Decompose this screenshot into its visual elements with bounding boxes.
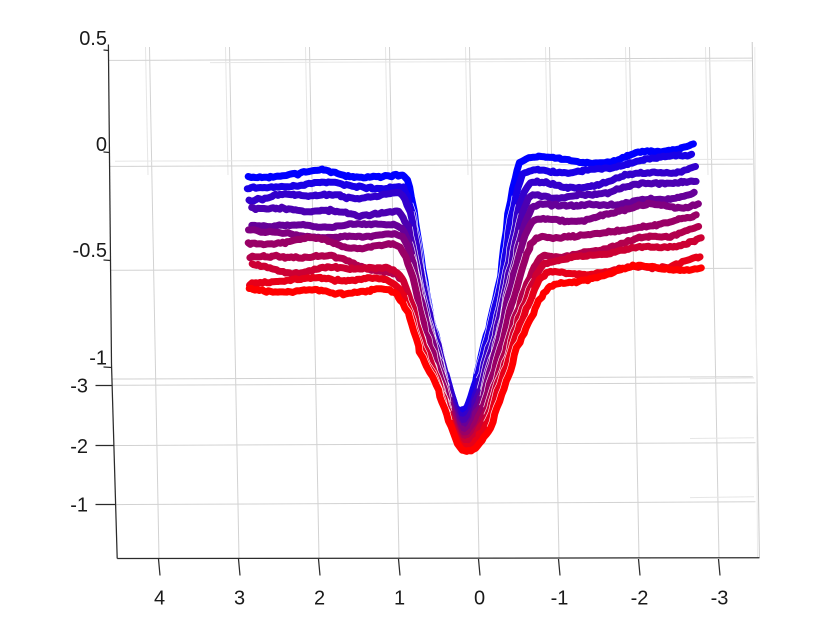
svg-text:-1: -1 [551,588,569,610]
svg-text:-1: -1 [89,348,107,370]
svg-text:2: 2 [314,588,325,610]
svg-text:0: 0 [474,588,485,610]
svg-text:-2: -2 [70,436,88,458]
svg-text:-0.5: -0.5 [73,240,107,262]
svg-text:-2: -2 [631,588,649,610]
svg-text:-1: -1 [70,495,88,517]
svg-text:3: 3 [234,588,245,610]
svg-text:4: 4 [154,588,165,610]
svg-text:0: 0 [96,134,107,156]
svg-text:-3: -3 [70,376,88,398]
svg-text:0.5: 0.5 [79,28,107,50]
svg-text:1: 1 [394,588,405,610]
svg-text:-3: -3 [711,588,729,610]
